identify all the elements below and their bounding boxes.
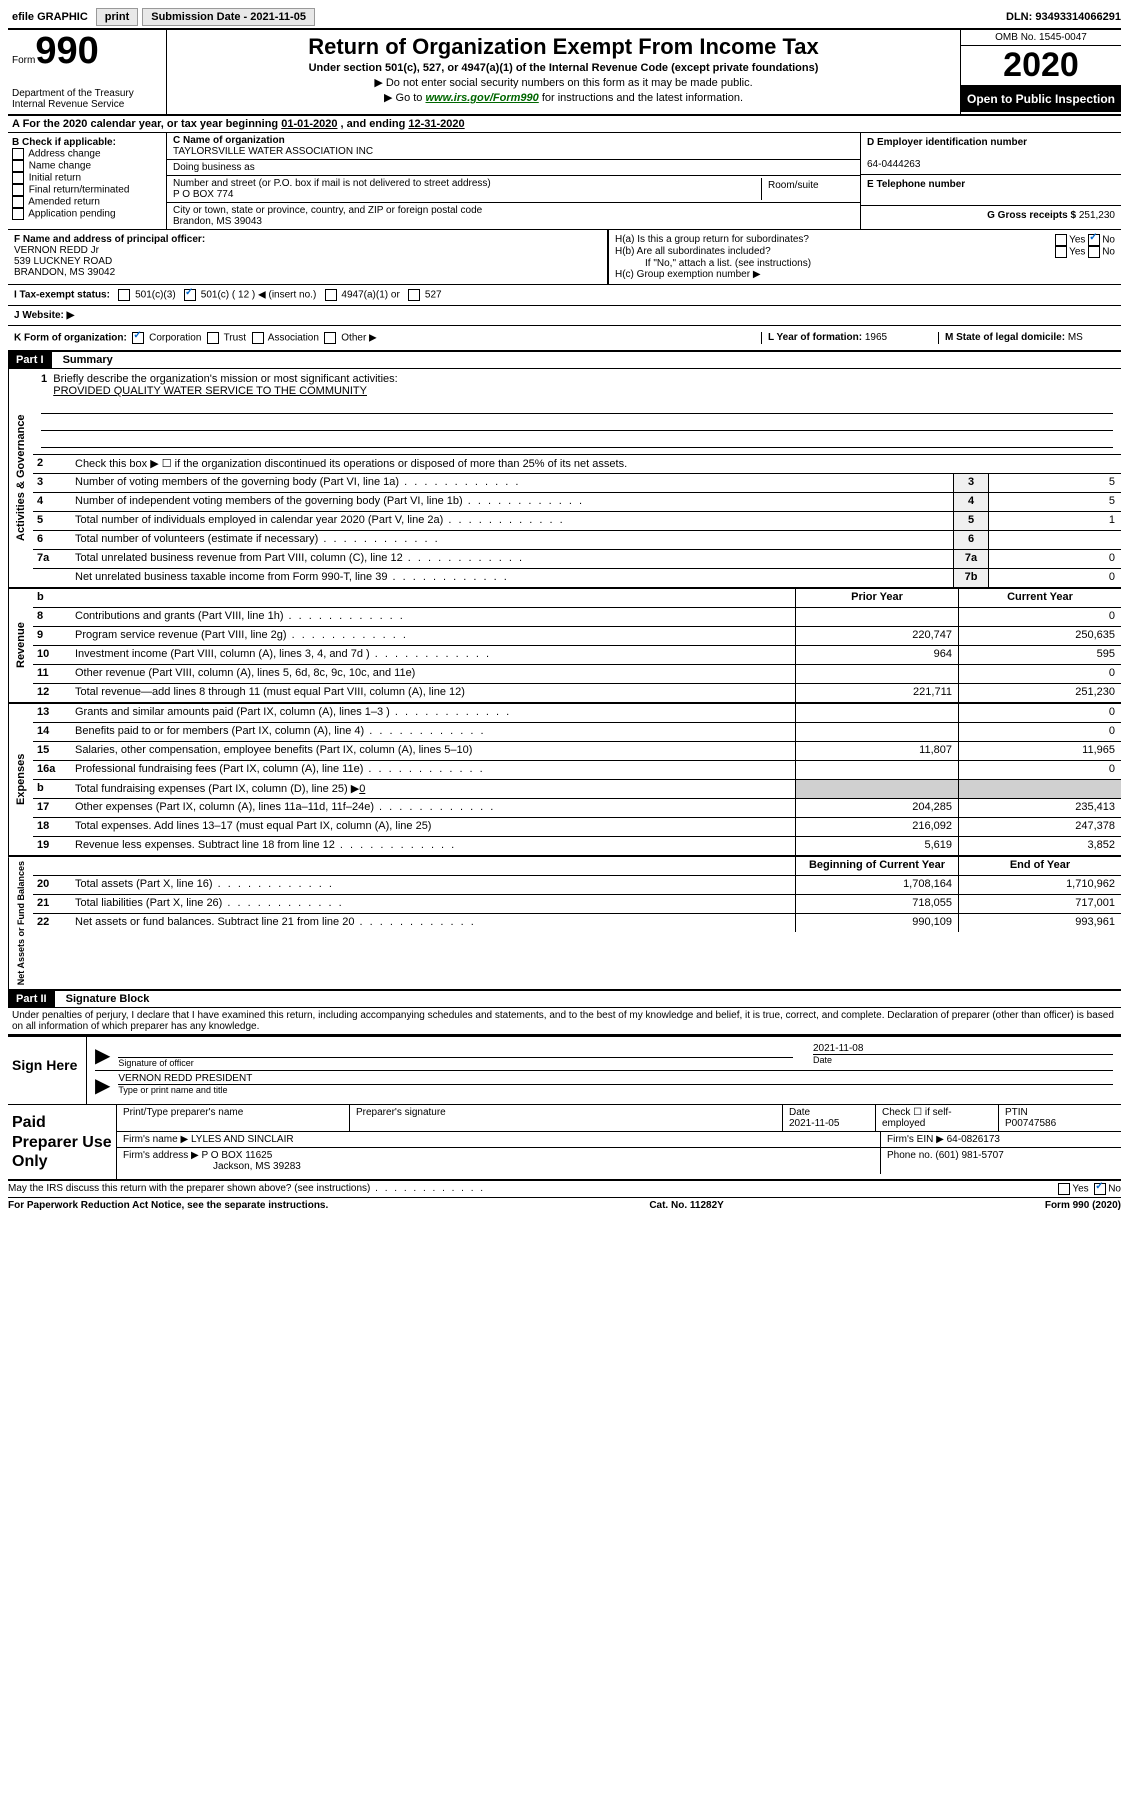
- corp-checkbox[interactable]: [132, 332, 144, 344]
- checkbox-final-return[interactable]: [12, 184, 24, 196]
- dept-treasury: Department of the Treasury: [12, 88, 162, 99]
- revenue-section: Revenue bPrior YearCurrent Year 8Contrib…: [8, 589, 1121, 704]
- dba-row: Doing business as: [167, 160, 860, 176]
- gross-receipts-row: G Gross receipts $ 251,230: [861, 206, 1121, 225]
- sign-here-label: Sign Here: [8, 1037, 87, 1104]
- instruction-2: ▶ Go to www.irs.gov/Form990 for instruct…: [175, 91, 952, 104]
- form990-link[interactable]: www.irs.gov/Form990: [425, 92, 538, 104]
- sig-arrow-icon: ▶: [95, 1043, 118, 1068]
- section-b-to-g: B Check if applicable: Address change Na…: [8, 133, 1121, 230]
- section-h: H(a) Is this a group return for subordin…: [608, 230, 1121, 284]
- ha-no[interactable]: [1088, 234, 1100, 246]
- main-title: Return of Organization Exempt From Incom…: [175, 34, 952, 60]
- hb-no[interactable]: [1088, 246, 1100, 258]
- phone-row: E Telephone number: [861, 175, 1121, 206]
- checkbox-name-change[interactable]: [12, 160, 24, 172]
- submission-date-button[interactable]: Submission Date - 2021-11-05: [142, 8, 315, 26]
- section-d-e-g: D Employer identification number 64-0444…: [860, 133, 1121, 229]
- checkbox-initial-return[interactable]: [12, 172, 24, 184]
- form-number: 990: [35, 30, 98, 72]
- year-box: OMB No. 1545-0047 2020 Open to Public In…: [960, 30, 1121, 114]
- form-container: Form990 Department of the Treasury Inter…: [8, 28, 1121, 1213]
- checkbox-amended[interactable]: [12, 196, 24, 208]
- form-header: Form990 Department of the Treasury Inter…: [8, 30, 1121, 116]
- part2-header: Part II Signature Block: [8, 991, 1121, 1008]
- declaration-text: Under penalties of perjury, I declare th…: [8, 1008, 1121, 1035]
- section-f-h: F Name and address of principal officer:…: [8, 230, 1121, 285]
- section-j: J Website: ▶: [8, 306, 1121, 326]
- principal-officer: F Name and address of principal officer:…: [8, 230, 608, 284]
- hb-yes[interactable]: [1055, 246, 1067, 258]
- assoc-checkbox[interactable]: [252, 332, 264, 344]
- dept-irs: Internal Revenue Service: [12, 99, 162, 110]
- org-name-row: C Name of organization TAYLORSVILLE WATE…: [167, 133, 860, 160]
- dln-label: DLN: 93493314066291: [1006, 11, 1121, 23]
- section-b: B Check if applicable: Address change Na…: [8, 133, 167, 229]
- section-i: I Tax-exempt status: 501(c)(3) 501(c) ( …: [8, 285, 1121, 306]
- preparer-section: Paid Preparer Use Only Print/Type prepar…: [8, 1105, 1121, 1181]
- vert-label-activities: Activities & Governance: [8, 369, 33, 587]
- address-row: Number and street (or P.O. box if mail i…: [167, 176, 860, 203]
- tax-year: 2020: [961, 46, 1121, 86]
- expenses-section: Expenses 13Grants and similar amounts pa…: [8, 704, 1121, 857]
- title-box: Return of Organization Exempt From Incom…: [167, 30, 960, 114]
- section-c-f: C Name of organization TAYLORSVILLE WATE…: [167, 133, 860, 229]
- vert-label-revenue: Revenue: [8, 589, 33, 702]
- ha-yes[interactable]: [1055, 234, 1067, 246]
- 527-checkbox[interactable]: [408, 289, 420, 301]
- checkbox-address-change[interactable]: [12, 148, 24, 160]
- sig-arrow-icon-2: ▶: [95, 1073, 118, 1098]
- trust-checkbox[interactable]: [207, 332, 219, 344]
- activities-governance: Activities & Governance 1 Briefly descri…: [8, 369, 1121, 589]
- checkbox-application-pending[interactable]: [12, 208, 24, 220]
- other-checkbox[interactable]: [324, 332, 336, 344]
- 501c3-checkbox[interactable]: [118, 289, 130, 301]
- 4947-checkbox[interactable]: [325, 289, 337, 301]
- print-button[interactable]: print: [96, 8, 138, 26]
- efile-label: efile GRAPHIC: [8, 11, 92, 23]
- signature-section: Sign Here ▶ Signature of officer 2021-11…: [8, 1035, 1121, 1105]
- ein-row: D Employer identification number 64-0444…: [861, 133, 1121, 175]
- period-row: A For the 2020 calendar year, or tax yea…: [8, 116, 1121, 133]
- discuss-no[interactable]: [1094, 1183, 1106, 1195]
- city-row: City or town, state or province, country…: [167, 203, 860, 229]
- omb-number: OMB No. 1545-0047: [961, 30, 1121, 46]
- subtitle: Under section 501(c), 527, or 4947(a)(1)…: [175, 62, 952, 74]
- top-toolbar: efile GRAPHIC print Submission Date - 20…: [8, 8, 1121, 26]
- vert-label-netassets: Net Assets or Fund Balances: [8, 857, 33, 989]
- footer-bottom: For Paperwork Reduction Act Notice, see …: [8, 1198, 1121, 1213]
- paid-preparer-label: Paid Preparer Use Only: [8, 1105, 117, 1179]
- part1-header: Part I Summary: [8, 352, 1121, 369]
- section-k-l-m: K Form of organization: Corporation Trus…: [8, 326, 1121, 352]
- vert-label-expenses: Expenses: [8, 704, 33, 855]
- instruction-1: ▶ Do not enter social security numbers o…: [175, 76, 952, 89]
- discuss-row: May the IRS discuss this return with the…: [8, 1181, 1121, 1198]
- discuss-yes[interactable]: [1058, 1183, 1070, 1195]
- form-id-box: Form990 Department of the Treasury Inter…: [8, 30, 167, 114]
- net-assets-section: Net Assets or Fund Balances Beginning of…: [8, 857, 1121, 991]
- 501c-checkbox[interactable]: [184, 289, 196, 301]
- public-inspection: Open to Public Inspection: [961, 86, 1121, 112]
